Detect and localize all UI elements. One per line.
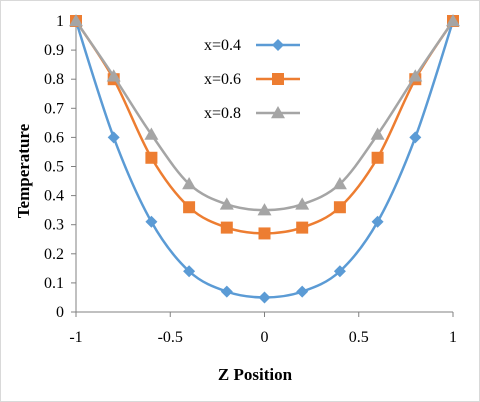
x-tick-label: -0.5 [158, 329, 183, 346]
x-tick-label: 0.5 [349, 329, 369, 346]
data-point [333, 265, 346, 278]
y-tick-label: 1 [56, 13, 64, 30]
series-line [74, 20, 455, 299]
series-2 [69, 14, 460, 216]
data-point [371, 151, 384, 164]
data-point [258, 227, 271, 240]
data-point [296, 285, 309, 298]
legend-marker [271, 106, 285, 119]
data-point [183, 201, 196, 214]
data-point [409, 131, 422, 144]
data-point [332, 176, 347, 190]
legend: x=0.4 x=0.6 x=0.8 [204, 37, 300, 122]
data-point [408, 69, 423, 82]
legend-label: x=0.8 [204, 105, 241, 122]
y-tick-label: 0.5 [44, 159, 64, 176]
legend-marker [272, 39, 284, 51]
y-tick-label: 0.3 [44, 217, 64, 234]
data-point [145, 215, 158, 228]
y-tick-label: 0.8 [44, 71, 64, 88]
data-point [106, 69, 121, 82]
y-tick-label: 0 [56, 304, 64, 321]
data-point [371, 215, 384, 228]
data-point [446, 14, 460, 27]
y-tick-label: 0.6 [44, 129, 64, 146]
x-tick-label: 0 [261, 329, 269, 346]
data-point [220, 221, 233, 234]
data-point [183, 265, 196, 278]
tick-labels: 0 0.1 0.2 0.3 0.4 0.5 0.6 0.7 0.8 0.9 1 -1 -0.5 0 0.5 1 [44, 13, 457, 346]
legend-entry-1: x=0.6 [204, 71, 300, 88]
x-tick-label: 1 [449, 329, 457, 346]
series [69, 14, 460, 304]
series-line [74, 20, 455, 235]
legend-label: x=0.6 [204, 71, 241, 88]
data-point [296, 221, 309, 234]
legend-entry-2: x=0.8 [204, 105, 300, 122]
data-point [295, 197, 310, 210]
data-point [257, 203, 272, 216]
data-point [182, 176, 197, 190]
data-point [69, 14, 83, 27]
legend-marker [272, 73, 284, 85]
data-point [370, 127, 385, 140]
y-tick-label: 0.1 [44, 275, 64, 292]
y-tick-label: 0.9 [44, 42, 64, 59]
legend-label: x=0.4 [204, 37, 241, 54]
data-point [107, 131, 120, 144]
legend-entry-0: x=0.4 [204, 37, 300, 54]
x-axis-title: Z Position [218, 365, 293, 384]
axes [71, 20, 454, 317]
y-tick-label: 0.4 [44, 188, 64, 205]
data-point [219, 197, 234, 210]
data-point [144, 127, 159, 140]
y-tick-label: 0.7 [44, 100, 64, 117]
data-point [220, 285, 233, 298]
y-axis-title: Temperature [14, 123, 33, 218]
y-tick-label: 0.2 [44, 246, 64, 263]
data-point [145, 151, 158, 164]
x-tick-label: -1 [69, 329, 82, 346]
data-point [333, 201, 346, 214]
data-point [258, 291, 271, 304]
series-0 [70, 15, 459, 304]
